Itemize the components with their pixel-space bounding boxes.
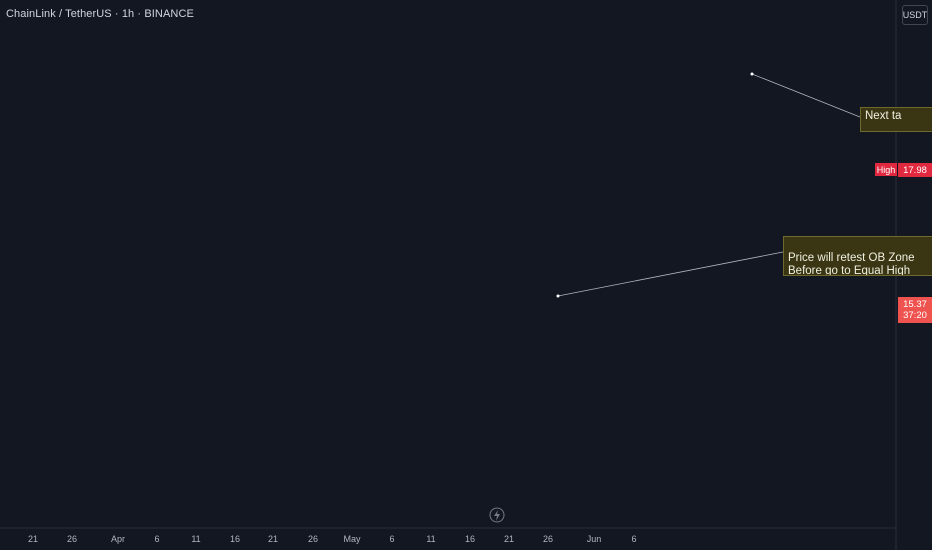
x-tick-label: 11 <box>191 534 200 544</box>
callout-connector <box>557 251 784 297</box>
last-price-badge: 15.37 37:20 <box>898 297 932 323</box>
x-tick-label: 21 <box>504 534 514 544</box>
high-label: High <box>875 163 897 176</box>
x-tick-label: 6 <box>389 534 394 544</box>
x-tick-label: 6 <box>154 534 159 544</box>
last-price: 15.37 <box>903 299 927 310</box>
x-tick-label: 26 <box>308 534 318 544</box>
callout-next-target-text: Next ta <box>865 110 902 122</box>
callout-connector <box>751 73 861 118</box>
callout-retest-text: Price will retest OB Zone Before go to E… <box>788 252 915 276</box>
x-tick-label: 16 <box>230 534 240 544</box>
callout-retest: Price will retest OB Zone Before go to E… <box>783 236 932 276</box>
currency-button[interactable]: USDT <box>902 5 928 25</box>
x-tick-label: Jun <box>587 534 602 544</box>
callout-next-target: Next ta <box>860 107 932 132</box>
x-tick-label: May <box>343 534 361 544</box>
x-tick-label: 6 <box>631 534 636 544</box>
x-tick-label: 16 <box>465 534 475 544</box>
symbol-title: ChainLink / TetherUS · 1h · BINANCE <box>6 8 194 20</box>
event-icon[interactable] <box>489 507 505 523</box>
callout-anchor <box>556 294 560 298</box>
x-tick-label: Apr <box>111 534 125 544</box>
countdown: 37:20 <box>903 310 927 321</box>
x-tick-label: 26 <box>543 534 553 544</box>
x-tick-label: 11 <box>426 534 435 544</box>
x-tick-label: 21 <box>268 534 278 544</box>
x-tick-label: 21 <box>28 534 38 544</box>
callout-anchor <box>750 72 754 76</box>
x-tick-label: 26 <box>67 534 77 544</box>
high-value: 17.98 <box>898 163 932 177</box>
lightning-icon <box>494 510 500 521</box>
